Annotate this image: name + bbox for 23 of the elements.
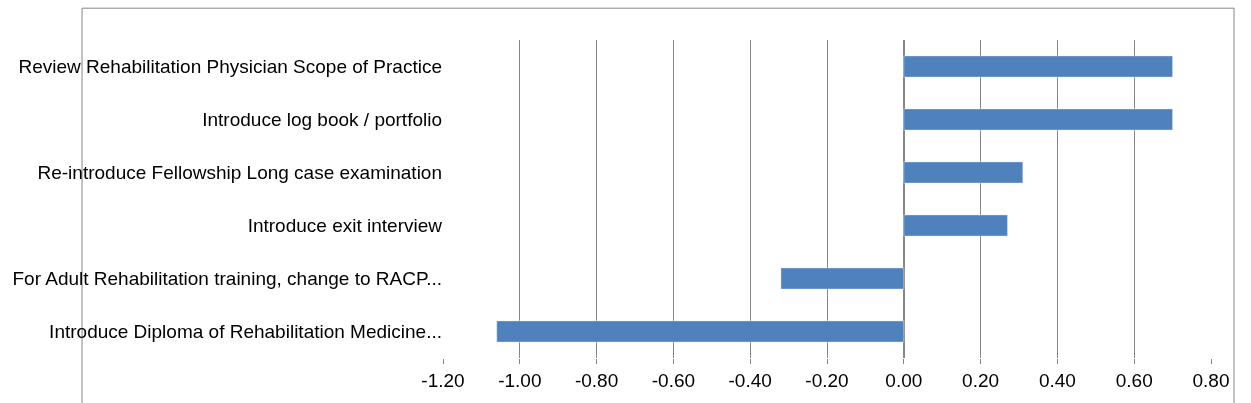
bar (496, 320, 905, 343)
x-tick-label: -0.20 (805, 369, 849, 391)
x-tick-label: -0.80 (574, 369, 619, 391)
x-tick-label: -1.20 (421, 369, 465, 391)
bar (903, 214, 1008, 237)
y-tick-label: Introduce Diploma of Rehabilitation Medicine... (49, 321, 442, 343)
x-tick-label: -1.00 (498, 369, 542, 391)
y-tick-label: Introduce log book / portfolio (202, 109, 442, 131)
x-tick-label: 0.20 (962, 369, 1000, 391)
bar (903, 55, 1173, 78)
x-tick-label: 0.00 (885, 369, 923, 391)
bar (780, 267, 905, 290)
y-tick-label: Review Rehabilitation Physician Scope of Practice (18, 56, 442, 78)
x-tick-label: 0.80 (1192, 369, 1230, 391)
x-tick-label: 0.40 (1038, 369, 1076, 391)
x-tick-label: 0.60 (1115, 369, 1153, 391)
y-tick-label: Introduce exit interview (247, 215, 443, 237)
x-tick-label: -0.60 (651, 369, 696, 391)
bar (903, 161, 1024, 184)
y-tick-label: Re-introduce Fellowship Long case examination (37, 162, 442, 184)
bar (903, 108, 1173, 131)
y-tick-label: For Adult Rehabilitation training, change to RACP... (12, 268, 442, 290)
x-tick-label: -0.40 (728, 369, 772, 391)
